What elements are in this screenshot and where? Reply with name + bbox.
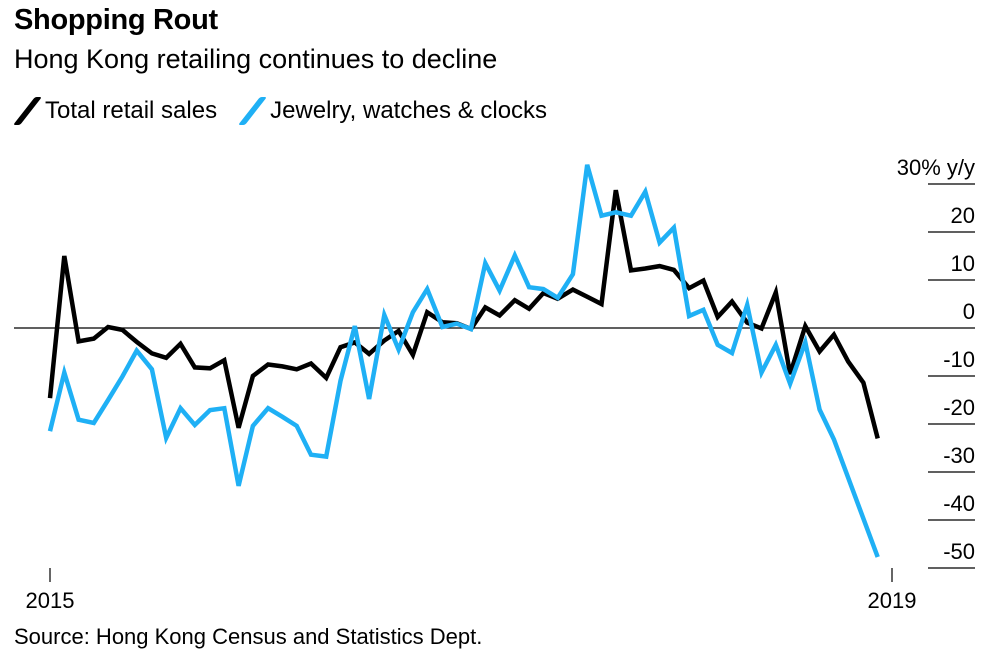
source-note: Source: Hong Kong Census and Statistics … xyxy=(14,624,483,649)
y-tick-label--50: -50 xyxy=(943,539,975,564)
series-line-total-retail xyxy=(47,189,880,439)
chart-title: Shopping Rout xyxy=(14,4,218,36)
chart-subtitle: Hong Kong retailing continues to decline xyxy=(14,44,498,74)
y-tick-label--30: -30 xyxy=(943,443,975,468)
x-tick-label-2019: 2019 xyxy=(868,588,917,613)
y-tick-label--20: -20 xyxy=(943,395,975,420)
series-line-jewelry xyxy=(47,164,880,558)
legend-item-jewelry: Jewelry, watches & clocks xyxy=(238,97,548,125)
y-tick-label-10: 10 xyxy=(951,251,975,276)
series-lines xyxy=(47,164,880,558)
legend: Total retail sales Jewelry, watches & cl… xyxy=(13,94,573,128)
legend-label-total-retail: Total retail sales xyxy=(45,97,218,124)
y-tick-label-0: 0 xyxy=(963,299,975,324)
y-grid: 30% y/y 20 10 0 -10 -20 -30 -40 -50 xyxy=(897,155,975,569)
y-tick-label-30: 30% y/y xyxy=(897,155,975,180)
y-tick-label--40: -40 xyxy=(943,491,975,516)
legend-label-jewelry: Jewelry, watches & clocks xyxy=(270,97,548,124)
x-tick-label-2015: 2015 xyxy=(26,588,75,613)
x-axis: 2015 2019 xyxy=(26,568,917,613)
y-tick-label--10: -10 xyxy=(943,347,975,372)
legend-item-total-retail: Total retail sales xyxy=(13,97,218,125)
y-tick-label-20: 20 xyxy=(951,203,975,228)
